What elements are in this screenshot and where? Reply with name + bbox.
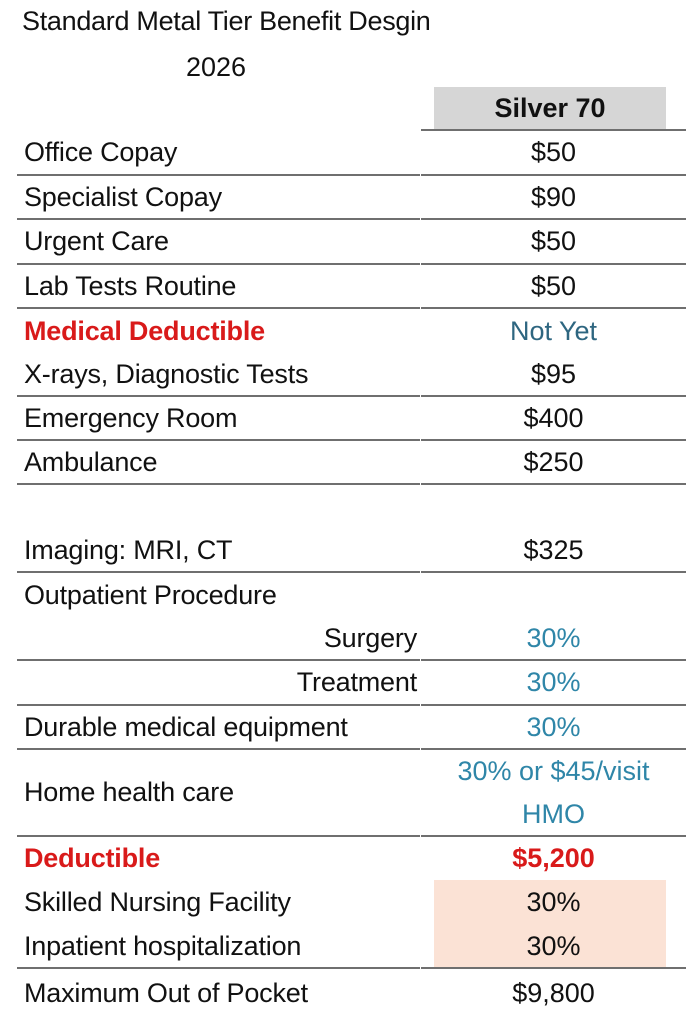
row-label: Maximum Out of Pocket: [24, 977, 308, 1008]
table-row-home-health-care: Home health care 30% or $45/visit HMO: [17, 750, 686, 835]
divider: [421, 748, 686, 750]
table-row-urgent-care: Urgent Care $50: [17, 220, 686, 263]
divider: [421, 659, 686, 661]
table-row-imaging: Imaging: MRI, CT $325: [17, 529, 686, 571]
title: Standard Metal Tier Benefit Desgin: [22, 6, 431, 36]
divider: [421, 571, 686, 573]
row-label: Imaging: MRI, CT: [24, 534, 233, 565]
divider: [17, 835, 420, 837]
row-label: Urgent Care: [24, 226, 169, 256]
divider: [421, 307, 686, 309]
row-value: $50: [530, 270, 577, 301]
table-row-treatment: Treatment 30%: [17, 661, 686, 704]
divider: [17, 263, 420, 265]
row-label: Treatment: [296, 667, 417, 697]
row-value: $250: [523, 446, 584, 477]
row-value: $90: [530, 181, 577, 212]
row-value: $400: [523, 402, 584, 433]
row-value: $95: [530, 358, 577, 389]
divider: [421, 174, 686, 176]
row-label: Skilled Nursing Facility: [24, 887, 291, 917]
divider: [17, 174, 420, 176]
divider: [17, 571, 420, 573]
row-label: Specialist Copay: [24, 181, 222, 212]
row-value: 30%: [526, 622, 581, 653]
divider: [17, 439, 420, 441]
divider: [17, 483, 420, 485]
table-row-xrays: X-rays, Diagnostic Tests $95: [17, 353, 686, 395]
divider: [17, 659, 420, 661]
divider: [421, 395, 686, 397]
row-label: Durable medical equipment: [24, 711, 348, 742]
table-row-ambulance: Ambulance $250: [17, 441, 686, 483]
row-label: Medical Deductible: [24, 315, 265, 346]
divider: [421, 967, 686, 969]
table-row-durable-medical-equipment: Durable medical equipment 30%: [17, 706, 686, 748]
row-value: 30%: [526, 930, 581, 961]
row-value: Not Yet: [509, 315, 598, 346]
divider: [17, 307, 420, 309]
row-label: Emergency Room: [24, 402, 238, 433]
highlight-box: [434, 880, 666, 967]
divider: [17, 218, 420, 220]
row-label: Deductible: [24, 843, 161, 873]
divider: [421, 835, 686, 837]
divider: [17, 748, 420, 750]
row-value: 30%: [526, 887, 581, 917]
row-label: X-rays, Diagnostic Tests: [24, 358, 309, 389]
row-label: Home health care: [24, 777, 234, 807]
row-value: $50: [530, 137, 577, 167]
table-row-outpatient-procedure: Outpatient Procedure: [17, 573, 686, 617]
table-row-lab-tests: Lab Tests Routine $50: [17, 265, 686, 307]
table-row-medical-deductible: Medical Deductible Not Yet: [17, 309, 686, 353]
table-row-surgery: Surgery 30%: [17, 617, 686, 659]
row-value: $325: [523, 534, 584, 565]
row-value: 30% or $45/visit: [457, 755, 650, 786]
divider: [421, 483, 686, 485]
row-label: Surgery: [323, 622, 417, 653]
year: 2026: [186, 52, 247, 82]
table-row-specialist-copay: Specialist Copay $90: [17, 176, 686, 218]
row-value-line2: HMO: [522, 798, 585, 829]
row-value-group: 30% or $45/visit HMO: [421, 750, 686, 835]
plan-column-header: Silver 70: [434, 87, 666, 130]
divider: [421, 263, 686, 265]
row-label: Outpatient Procedure: [24, 579, 277, 610]
divider: [17, 967, 420, 969]
row-value: 30%: [526, 667, 581, 697]
row-label: Ambulance: [24, 446, 158, 477]
table-row-skilled-nursing: Skilled Nursing Facility 30%: [17, 881, 686, 924]
divider: [421, 439, 686, 441]
table-row-inpatient: Inpatient hospitalization 30%: [17, 925, 686, 967]
table-row-office-copay: Office Copay $50: [17, 131, 686, 174]
divider: [17, 395, 420, 397]
row-value: $9,800: [512, 977, 595, 1008]
table-row-max-out-of-pocket: Maximum Out of Pocket $9,800: [17, 969, 686, 1017]
row-value: 30%: [526, 711, 581, 742]
table-row-deductible: Deductible $5,200: [17, 837, 686, 880]
divider: [421, 218, 686, 220]
row-label: Office Copay: [24, 137, 178, 167]
row-value: $5,200: [512, 843, 595, 873]
divider: [421, 129, 686, 131]
divider: [421, 704, 686, 706]
row-label: Inpatient hospitalization: [24, 930, 302, 961]
divider: [17, 704, 420, 706]
row-label: Lab Tests Routine: [24, 270, 237, 301]
table-row-emergency-room: Emergency Room $400: [17, 397, 686, 439]
row-value: $50: [530, 226, 577, 256]
